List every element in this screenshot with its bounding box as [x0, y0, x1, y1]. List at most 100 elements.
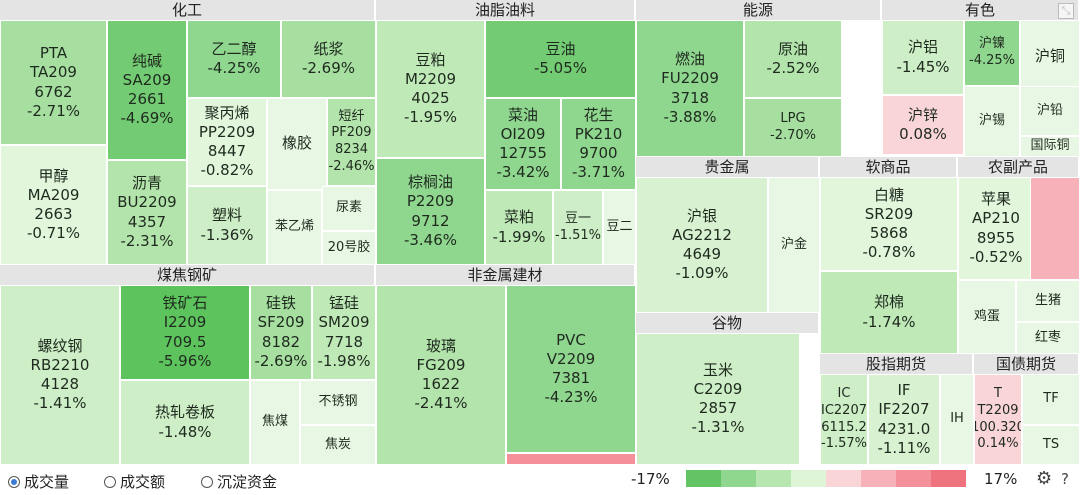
- tile-code: IF2207: [878, 400, 930, 419]
- radio-dot[interactable]: [8, 475, 20, 488]
- radio-turnover[interactable]: 成交额: [104, 471, 165, 492]
- treemap-tile[interactable]: 沪铅: [1020, 86, 1080, 136]
- tile-change: -1.31%: [691, 418, 745, 437]
- treemap-tile[interactable]: 聚丙烯 PP2209 8447 -0.82%: [187, 98, 267, 186]
- tile-price: 12755: [499, 144, 547, 162]
- treemap-tile[interactable]: 20号胶: [322, 231, 376, 265]
- treemap-tile[interactable]: 螺纹钢 RB2210 4128 -1.41%: [0, 285, 120, 465]
- treemap-tile[interactable]: 燃油 FU2209 3718 -3.88%: [636, 20, 744, 157]
- tile-code: FU2209: [661, 69, 719, 88]
- treemap-tile[interactable]: 沪锡: [964, 86, 1020, 157]
- tile-label: 沪镍: [978, 36, 1005, 52]
- radio-label: 成交量: [24, 473, 70, 491]
- radio-capital[interactable]: 沉淀资金: [201, 471, 277, 492]
- treemap-tile[interactable]: 塑料 -1.36%: [187, 186, 267, 265]
- treemap-tile[interactable]: TS: [1022, 425, 1080, 465]
- treemap-tile[interactable]: 乙二醇 -4.25%: [187, 20, 281, 98]
- treemap-tile[interactable]: TF: [1022, 374, 1080, 425]
- treemap-tile[interactable]: 不锈钢: [300, 380, 376, 425]
- tile-change: -3.42%: [496, 163, 550, 182]
- treemap-tile[interactable]: IH: [940, 374, 974, 465]
- treemap-tile[interactable]: [1030, 177, 1080, 280]
- legend-swatch: [861, 470, 896, 487]
- treemap-tile[interactable]: IC IC2207 6115.2 -1.57%: [820, 374, 868, 465]
- tile-code: SF209: [257, 313, 305, 332]
- tile-label: 苯乙烯: [274, 219, 314, 235]
- treemap-tile[interactable]: 焦煤: [250, 380, 300, 465]
- treemap-tile[interactable]: 沪镍 -4.25%: [964, 20, 1020, 86]
- treemap-tile[interactable]: 苹果 AP210 8955 -0.52%: [958, 177, 1034, 280]
- treemap-tile[interactable]: 生猪: [1016, 280, 1080, 322]
- tile-code: C2209: [693, 379, 743, 398]
- treemap-tile[interactable]: 纯碱 SA209 2661 -4.69%: [107, 20, 187, 160]
- treemap-tile[interactable]: 纸浆 -2.69%: [281, 20, 376, 98]
- tile-change: -1.41%: [33, 394, 87, 413]
- tile-code: PK210: [574, 124, 623, 143]
- treemap-tile[interactable]: 沪金: [768, 177, 820, 313]
- gear-icon[interactable]: ⚙: [1036, 468, 1053, 489]
- tile-change: -1.11%: [877, 438, 931, 457]
- legend-swatch: [896, 470, 931, 487]
- treemap-tile[interactable]: 甲醇 MA209 2663 -0.71%: [0, 145, 107, 265]
- tile-label: 棕榈油: [407, 173, 453, 192]
- treemap-tile[interactable]: 铁矿石 I2209 709.5 -5.96%: [120, 285, 250, 380]
- help-icon[interactable]: ?: [1061, 470, 1069, 488]
- tile-price: 4128: [40, 375, 80, 393]
- treemap-tile[interactable]: 菜油 OI209 12755 -3.42%: [485, 98, 561, 190]
- treemap-tile[interactable]: 沪铜: [1020, 20, 1080, 94]
- sector-header: 非金属建材: [376, 265, 636, 285]
- treemap-tile[interactable]: LPG -2.70%: [744, 98, 842, 157]
- treemap-tile[interactable]: 棕榈油 P2209 9712 -3.46%: [376, 158, 485, 265]
- treemap-tile[interactable]: IF IF2207 4231.0 -1.11%: [868, 374, 940, 465]
- tile-label: 菜粕: [503, 208, 534, 227]
- treemap-tile[interactable]: 沥青 BU2209 4357 -2.31%: [107, 160, 187, 265]
- treemap-tile[interactable]: 沪铝 -1.45%: [882, 20, 964, 95]
- treemap-tile[interactable]: 鸡蛋: [958, 280, 1016, 354]
- treemap-tile[interactable]: 花生 PK210 9700 -3.71%: [561, 98, 636, 190]
- treemap-tile[interactable]: 郑棉 -1.74%: [820, 271, 958, 354]
- treemap-tile[interactable]: 菜粕 -1.99%: [485, 190, 553, 265]
- treemap-tile[interactable]: PVC V2209 7381 -4.23%: [506, 285, 636, 453]
- tile-label: PTA: [39, 44, 68, 63]
- tile-code: SA209: [122, 70, 172, 89]
- treemap-tile[interactable]: 白糖 SR209 5868 -0.78%: [820, 177, 958, 271]
- tile-change: -1.48%: [158, 422, 212, 441]
- treemap-tile[interactable]: 橡胶: [267, 98, 327, 190]
- radio-volume[interactable]: 成交量: [8, 471, 69, 492]
- treemap-tile[interactable]: 硅铁 SF209 8182 -2.69%: [250, 285, 312, 380]
- treemap-tile[interactable]: 豆一 -1.51%: [553, 190, 603, 265]
- tile-label: 郑棉: [873, 293, 904, 312]
- tile-change: -1.57%: [821, 436, 867, 452]
- legend-swatch: [756, 470, 791, 487]
- treemap-tile[interactable]: 苯乙烯: [267, 190, 322, 265]
- treemap-tile[interactable]: 锰硅 SM209 7718 -1.98%: [312, 285, 376, 380]
- radio-dot[interactable]: [201, 475, 213, 488]
- sector-header: 化工: [0, 0, 376, 20]
- treemap-tile[interactable]: 国际铜: [1020, 136, 1080, 157]
- legend-min-label: -17%: [631, 470, 670, 488]
- treemap-tile[interactable]: 豆二: [603, 190, 636, 265]
- tile-change: -1.36%: [200, 225, 254, 244]
- treemap-tile[interactable]: 短纤 PF209 8234 -2.46%: [327, 98, 376, 186]
- treemap-tile[interactable]: 红枣: [1016, 322, 1080, 354]
- treemap-tile[interactable]: [506, 453, 636, 465]
- treemap-tile[interactable]: 沪银 AG2212 4649 -1.09%: [636, 177, 768, 313]
- tile-label: 螺纹钢: [37, 336, 83, 355]
- radio-dot[interactable]: [104, 475, 116, 488]
- treemap-tile[interactable]: 沪锌 0.08%: [882, 95, 964, 155]
- treemap-tile[interactable]: 玻璃 FG209 1622 -2.41%: [376, 285, 506, 465]
- tile-label: 热轧卷板: [154, 403, 215, 422]
- treemap-tile[interactable]: PTA TA209 6762 -2.71%: [0, 20, 107, 145]
- treemap-tile[interactable]: 焦炭: [300, 425, 376, 465]
- treemap-tile[interactable]: 热轧卷板 -1.48%: [120, 380, 250, 465]
- treemap-tile[interactable]: 豆粕 M2209 4025 -1.95%: [376, 20, 485, 158]
- radio-label: 沉淀资金: [217, 473, 278, 491]
- treemap-tile[interactable]: 豆油 -5.05%: [485, 20, 636, 98]
- treemap-tile[interactable]: 尿素: [322, 186, 376, 231]
- treemap-tile[interactable]: 玉米 C2209 2857 -1.31%: [636, 333, 800, 465]
- tile-change: -1.45%: [896, 57, 950, 76]
- expand-icon[interactable]: ⤡: [1058, 3, 1074, 19]
- treemap-tile[interactable]: 原油 -2.52%: [744, 20, 842, 98]
- tile-price: 6115.2: [821, 419, 867, 435]
